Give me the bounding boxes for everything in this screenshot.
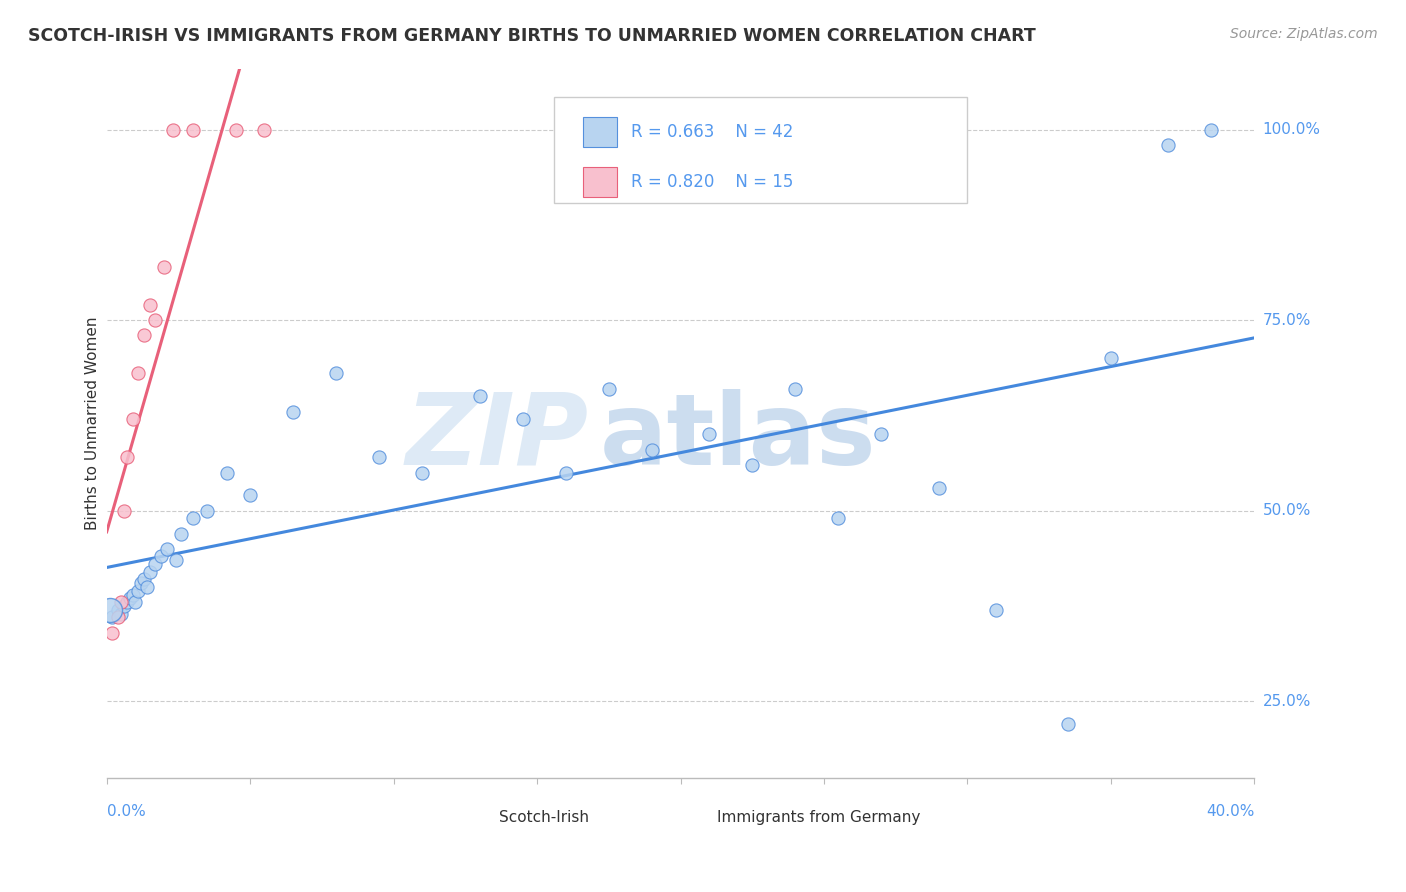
Point [217,466,239,480]
Text: 40.0%: 40.0% [1206,805,1254,819]
Point [110,595,132,609]
Point [118,591,141,606]
Point [984,603,1007,617]
Point [253,122,276,136]
Point [132,572,155,586]
Text: ZIP: ZIP [406,389,589,486]
Point [195,504,218,518]
Point [1201,122,1223,136]
Point [145,557,167,571]
Text: Immigrants from Germany: Immigrants from Germany [717,810,921,825]
Point [325,367,347,381]
Point [283,404,305,418]
Point [129,576,152,591]
Text: 0.0%: 0.0% [107,805,145,819]
Point [145,313,167,327]
Point [153,260,176,274]
Point [98,603,121,617]
Point [138,565,160,579]
Point [121,588,143,602]
Point [827,511,849,525]
Point [870,427,893,442]
Point [121,412,143,426]
Point [928,481,950,495]
Point [741,458,763,472]
Point [1057,717,1080,731]
Point [124,595,146,609]
Point [127,367,149,381]
Point [162,122,184,136]
Point [1099,351,1122,366]
Point [101,610,124,624]
Text: 50.0%: 50.0% [1263,503,1310,518]
Point [170,526,193,541]
Point [697,427,720,442]
Point [112,504,135,518]
Point [411,466,433,480]
Point [598,382,620,396]
Point [368,450,391,465]
Point [138,298,160,312]
Point [110,607,132,621]
Point [1157,137,1180,152]
Point [512,412,534,426]
Point [107,603,129,617]
Point [165,553,187,567]
Point [156,541,179,556]
Point [135,580,157,594]
Point [107,610,129,624]
Point [225,122,247,136]
FancyBboxPatch shape [681,806,709,830]
Point [101,625,124,640]
Point [181,511,204,525]
Text: R = 0.663    N = 42: R = 0.663 N = 42 [631,123,793,141]
FancyBboxPatch shape [463,806,491,830]
Text: Source: ZipAtlas.com: Source: ZipAtlas.com [1230,27,1378,41]
Point [132,328,155,343]
Point [239,488,262,502]
Point [150,549,173,564]
Text: 25.0%: 25.0% [1263,694,1310,709]
Point [112,599,135,613]
FancyBboxPatch shape [554,97,967,203]
Point [115,450,138,465]
Text: Scotch-Irish: Scotch-Irish [499,810,589,825]
Point [554,466,576,480]
Point [181,122,204,136]
Text: 75.0%: 75.0% [1263,312,1310,327]
Point [641,442,664,457]
Text: R = 0.820    N = 15: R = 0.820 N = 15 [631,173,793,191]
Point [115,595,138,609]
FancyBboxPatch shape [583,167,617,197]
Text: SCOTCH-IRISH VS IMMIGRANTS FROM GERMANY BIRTHS TO UNMARRIED WOMEN CORRELATION CH: SCOTCH-IRISH VS IMMIGRANTS FROM GERMANY … [28,27,1036,45]
Y-axis label: Births to Unmarried Women: Births to Unmarried Women [86,317,100,530]
FancyBboxPatch shape [583,118,617,147]
Point [785,382,807,396]
Text: 100.0%: 100.0% [1263,122,1320,137]
Point [468,389,491,403]
Point [127,583,149,598]
Text: atlas: atlas [600,389,877,486]
